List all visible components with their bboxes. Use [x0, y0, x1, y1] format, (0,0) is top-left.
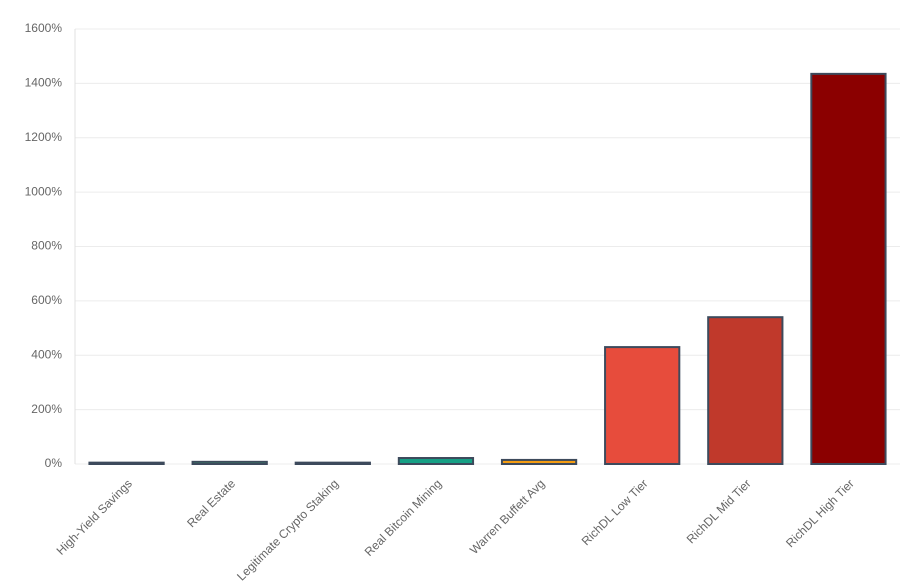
- bar: [604, 346, 681, 465]
- y-tick-label: 800%: [31, 239, 62, 253]
- y-tick-label: 1200%: [25, 130, 63, 144]
- bar: [810, 72, 887, 465]
- y-tick-label: 400%: [31, 347, 62, 361]
- x-tick-label: Warren Buffett Avg: [467, 476, 547, 556]
- x-tick-label: RichDL Low Tier: [579, 476, 651, 548]
- bar: [397, 457, 475, 465]
- y-tick-label: 1600%: [25, 21, 63, 35]
- y-tick-label: 0%: [45, 456, 63, 470]
- x-tick-label: Real Estate: [184, 476, 238, 530]
- y-tick-label: 600%: [31, 293, 62, 307]
- x-tick-label: Real Bitcoin Mining: [362, 476, 445, 559]
- x-tick-label: High-Yield Savings: [54, 476, 135, 557]
- x-tick-label: RichDL Mid Tier: [684, 476, 754, 546]
- y-tick-label: 1400%: [25, 76, 63, 90]
- bar: [191, 460, 268, 466]
- x-tick-label: Legitimate Crypto Staking: [234, 476, 341, 583]
- bar: [500, 458, 578, 465]
- y-tick-label: 200%: [31, 402, 62, 416]
- y-tick-label: 1000%: [25, 184, 63, 198]
- bar: [88, 461, 165, 465]
- bar: [294, 461, 371, 465]
- bar: [707, 316, 784, 465]
- x-tick-label: RichDL High Tier: [783, 476, 857, 550]
